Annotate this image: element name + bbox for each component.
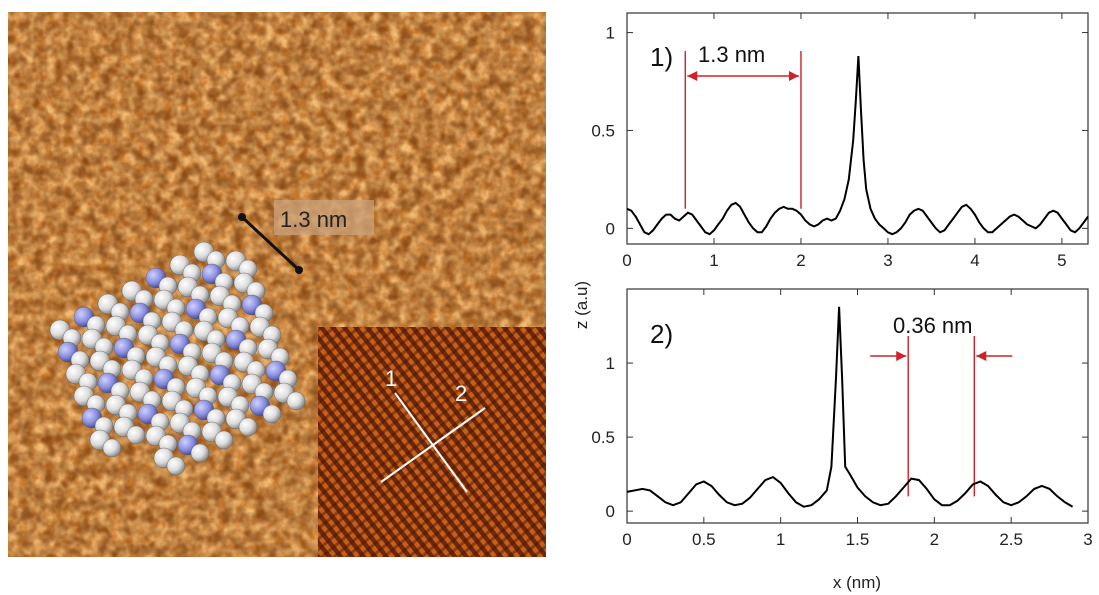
y-tick-label: 0.5 bbox=[591, 121, 615, 140]
x-tick-label: 2 bbox=[796, 251, 805, 270]
x-tick-label: 3 bbox=[1083, 530, 1092, 549]
arrow-head-right bbox=[788, 71, 799, 81]
y-tick-label: 0 bbox=[606, 219, 615, 238]
x-tick-label: 1 bbox=[709, 251, 718, 270]
molecule-atom bbox=[286, 391, 306, 411]
molecule-atom bbox=[238, 417, 258, 437]
inset-line-2-label: 2 bbox=[455, 381, 467, 406]
inset-line-1-label: 1 bbox=[385, 366, 397, 391]
scale-label-bg bbox=[274, 200, 374, 235]
scale-marker-end bbox=[295, 266, 303, 274]
y-axis-title: z (a.u) bbox=[572, 281, 591, 329]
y-tick-label: 1 bbox=[606, 24, 615, 43]
x-tick-label: 2.5 bbox=[999, 530, 1023, 549]
x-tick-label: 0 bbox=[622, 530, 631, 549]
y-tick-label: 0.5 bbox=[591, 428, 615, 447]
chart-1-trace bbox=[626, 56, 1089, 236]
x-tick-label: 1.5 bbox=[846, 530, 870, 549]
molecule-atom bbox=[214, 430, 234, 450]
molecule-atom bbox=[190, 443, 210, 463]
chart-2-panel-label: 2) bbox=[650, 319, 673, 349]
y-tick-label: 0 bbox=[606, 502, 615, 521]
x-tick-label: 0.5 bbox=[692, 530, 716, 549]
scale-marker-line bbox=[240, 215, 301, 272]
x-tick-label: 5 bbox=[1057, 251, 1066, 270]
chart-1-annotation: 1.3 nm bbox=[698, 42, 765, 67]
scale-label: 1.3 nm bbox=[280, 207, 347, 232]
x-tick-label: 3 bbox=[883, 251, 892, 270]
stm-image: 1 2 1.3 nm bbox=[8, 12, 546, 557]
x-axis-title: x (nm) bbox=[833, 573, 881, 592]
molecule-atom bbox=[126, 425, 146, 445]
x-tick-label: 4 bbox=[970, 251, 979, 270]
profile-chart-1: 0 1 2 3 4 5 0 0.5 1 1) 1.3 nm bbox=[591, 12, 1089, 270]
inset-fft-image bbox=[318, 327, 546, 557]
chart-2-trace bbox=[626, 306, 1074, 508]
molecule-atom bbox=[262, 404, 282, 424]
molecule-model bbox=[49, 241, 306, 476]
x-tick-label: 1 bbox=[776, 530, 785, 549]
molecule-atom bbox=[102, 438, 122, 458]
arrow-head-left bbox=[687, 71, 698, 81]
arrow-head-left bbox=[896, 351, 907, 361]
inset-line-2 bbox=[380, 407, 486, 483]
x-tick-label: 0 bbox=[622, 251, 631, 270]
chart-1-panel-label: 1) bbox=[650, 42, 673, 72]
arrow-head-right bbox=[976, 351, 987, 361]
inset-line-1 bbox=[394, 392, 468, 493]
chart-1-frame bbox=[626, 12, 1089, 245]
molecule-atom bbox=[166, 456, 186, 476]
x-tick-label: 2 bbox=[930, 530, 939, 549]
profile-chart-2: 0 0.5 1 1.5 2 2.5 3 0 0.5 1 2) 0.36 nm bbox=[591, 288, 1093, 549]
chart-2-annotation: 0.36 nm bbox=[893, 313, 973, 338]
y-tick-label: 1 bbox=[606, 354, 615, 373]
scale-marker-start bbox=[238, 213, 246, 221]
